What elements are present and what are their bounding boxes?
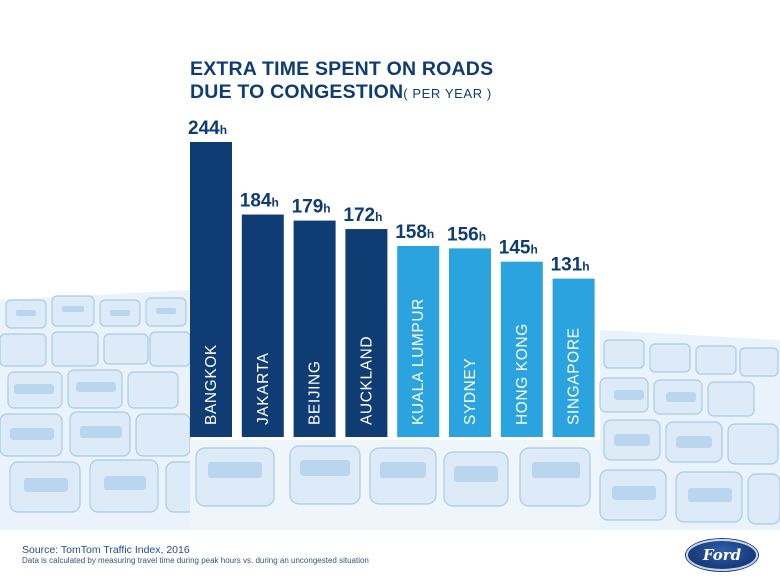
bar-category-label: SINGAPORE: [566, 327, 583, 425]
bar-value-label: 179h: [292, 197, 331, 218]
bar-category-label: AUCKLAND: [358, 336, 375, 425]
bar-jakarta: [241, 214, 284, 437]
ford-logo-text: Ford: [702, 546, 742, 564]
bar-value-label: 244h: [188, 118, 227, 139]
bar-value-label: 158h: [395, 222, 434, 243]
bar-value-label: 184h: [240, 191, 279, 212]
bar-category-label: SYDNEY: [462, 358, 479, 425]
methodology-note: Data is calculated by measuring travel t…: [22, 556, 369, 565]
chart-title-line2: DUE TO CONGESTION( PER YEAR ): [190, 81, 493, 105]
bar-value-label: 172h: [343, 205, 382, 226]
source-text: Source: TomTom Traffic Index, 2016: [22, 544, 190, 556]
bar-category-label: HONG KONG: [514, 323, 531, 425]
chart-title-line1: EXTRA TIME SPENT ON ROADS: [190, 58, 494, 80]
bar-value-unit: h: [323, 202, 330, 216]
chart-title-main: DUE TO CONGESTION: [190, 81, 404, 103]
bar-value-unit: h: [531, 243, 538, 257]
chart-title: EXTRA TIME SPENT ON ROADS DUE TO CONGEST…: [190, 58, 493, 105]
bar-value-unit: h: [220, 123, 227, 137]
bar-value-unit: h: [479, 229, 486, 243]
bar-category-label: JAKARTA: [255, 352, 272, 425]
bar-category-label: BEIJING: [307, 361, 324, 426]
bar-beijing: [293, 220, 336, 437]
bar-value-unit: h: [272, 196, 279, 210]
bar-singapore: [552, 278, 595, 437]
bar-value-label: 145h: [499, 238, 538, 259]
chart-title-suffix: ( PER YEAR ): [403, 86, 492, 101]
bar-hong-kong: [500, 261, 543, 437]
bar-value-label: 156h: [447, 224, 486, 245]
bar-auckland: [345, 229, 388, 437]
bar-value-unit: h: [427, 227, 434, 241]
bar-value-label: 131h: [551, 255, 590, 276]
bar-category-label: BANGKOK: [203, 344, 220, 425]
bar-value-unit: h: [375, 210, 382, 224]
source-note: Source: TomTom Traffic Index, 2016 Data …: [22, 544, 369, 566]
bar-category-label: KUALA LUMPUR: [410, 298, 427, 425]
bar-value-unit: h: [582, 260, 589, 274]
bar-kuala-lumpur: [397, 245, 440, 437]
bar-bangkok: [190, 142, 232, 437]
bar-sydney: [449, 248, 491, 437]
ford-logo: Ford: [686, 539, 758, 571]
